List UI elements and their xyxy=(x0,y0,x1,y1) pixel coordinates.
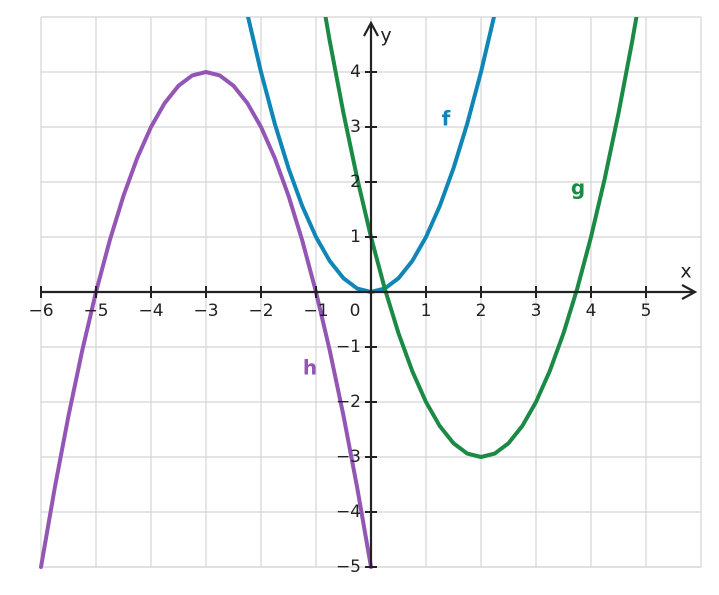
y-tick-label: −5 xyxy=(336,557,361,577)
y-tick-label: −4 xyxy=(336,502,361,522)
x-tick-label: −3 xyxy=(193,301,218,321)
x-tick-label: 0 xyxy=(350,301,361,321)
x-tick-label: 1 xyxy=(421,301,432,321)
curves xyxy=(39,17,639,569)
y-tick-label: 1 xyxy=(350,227,361,247)
x-tick-label: −1 xyxy=(303,301,328,321)
y-tick-label: 3 xyxy=(350,117,361,137)
x-axis-label: x xyxy=(680,261,691,283)
x-tick-label: −6 xyxy=(28,301,53,321)
x-tick-label: −2 xyxy=(248,301,273,321)
x-arrow xyxy=(681,284,698,300)
curve-label: h xyxy=(303,356,317,380)
axes: x y f g h −6 −5 −4 −3 −2 −1 0 1 2 3 4 5 −5 −4 −3 −2 −1 1 2 3 4 xyxy=(28,20,698,577)
x-tick-label: −5 xyxy=(83,301,108,321)
y-axis-label: y xyxy=(380,25,391,47)
x-tick-label: −4 xyxy=(138,301,163,321)
curve-label: f xyxy=(442,107,451,131)
x-tick-label: 2 xyxy=(476,301,487,321)
x-tick-label: 5 xyxy=(641,301,652,321)
x-tick-label: 4 xyxy=(586,301,597,321)
y-tick-label: 2 xyxy=(350,172,361,192)
x-tick-label: 3 xyxy=(531,301,542,321)
y-tick-label: −2 xyxy=(336,392,361,412)
y-tick-label: 4 xyxy=(350,62,361,82)
curve-label: g xyxy=(571,176,585,200)
y-tick-label: −3 xyxy=(336,447,361,467)
y-arrow xyxy=(363,20,379,37)
y-tick-label: −1 xyxy=(336,337,361,357)
